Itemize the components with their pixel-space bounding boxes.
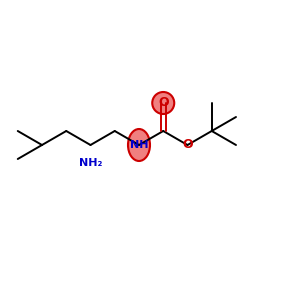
Text: O: O — [158, 97, 169, 110]
Text: NH: NH — [130, 140, 148, 150]
Text: NH₂: NH₂ — [79, 158, 102, 168]
Text: O: O — [182, 139, 193, 152]
Ellipse shape — [152, 92, 174, 114]
Ellipse shape — [128, 129, 150, 161]
